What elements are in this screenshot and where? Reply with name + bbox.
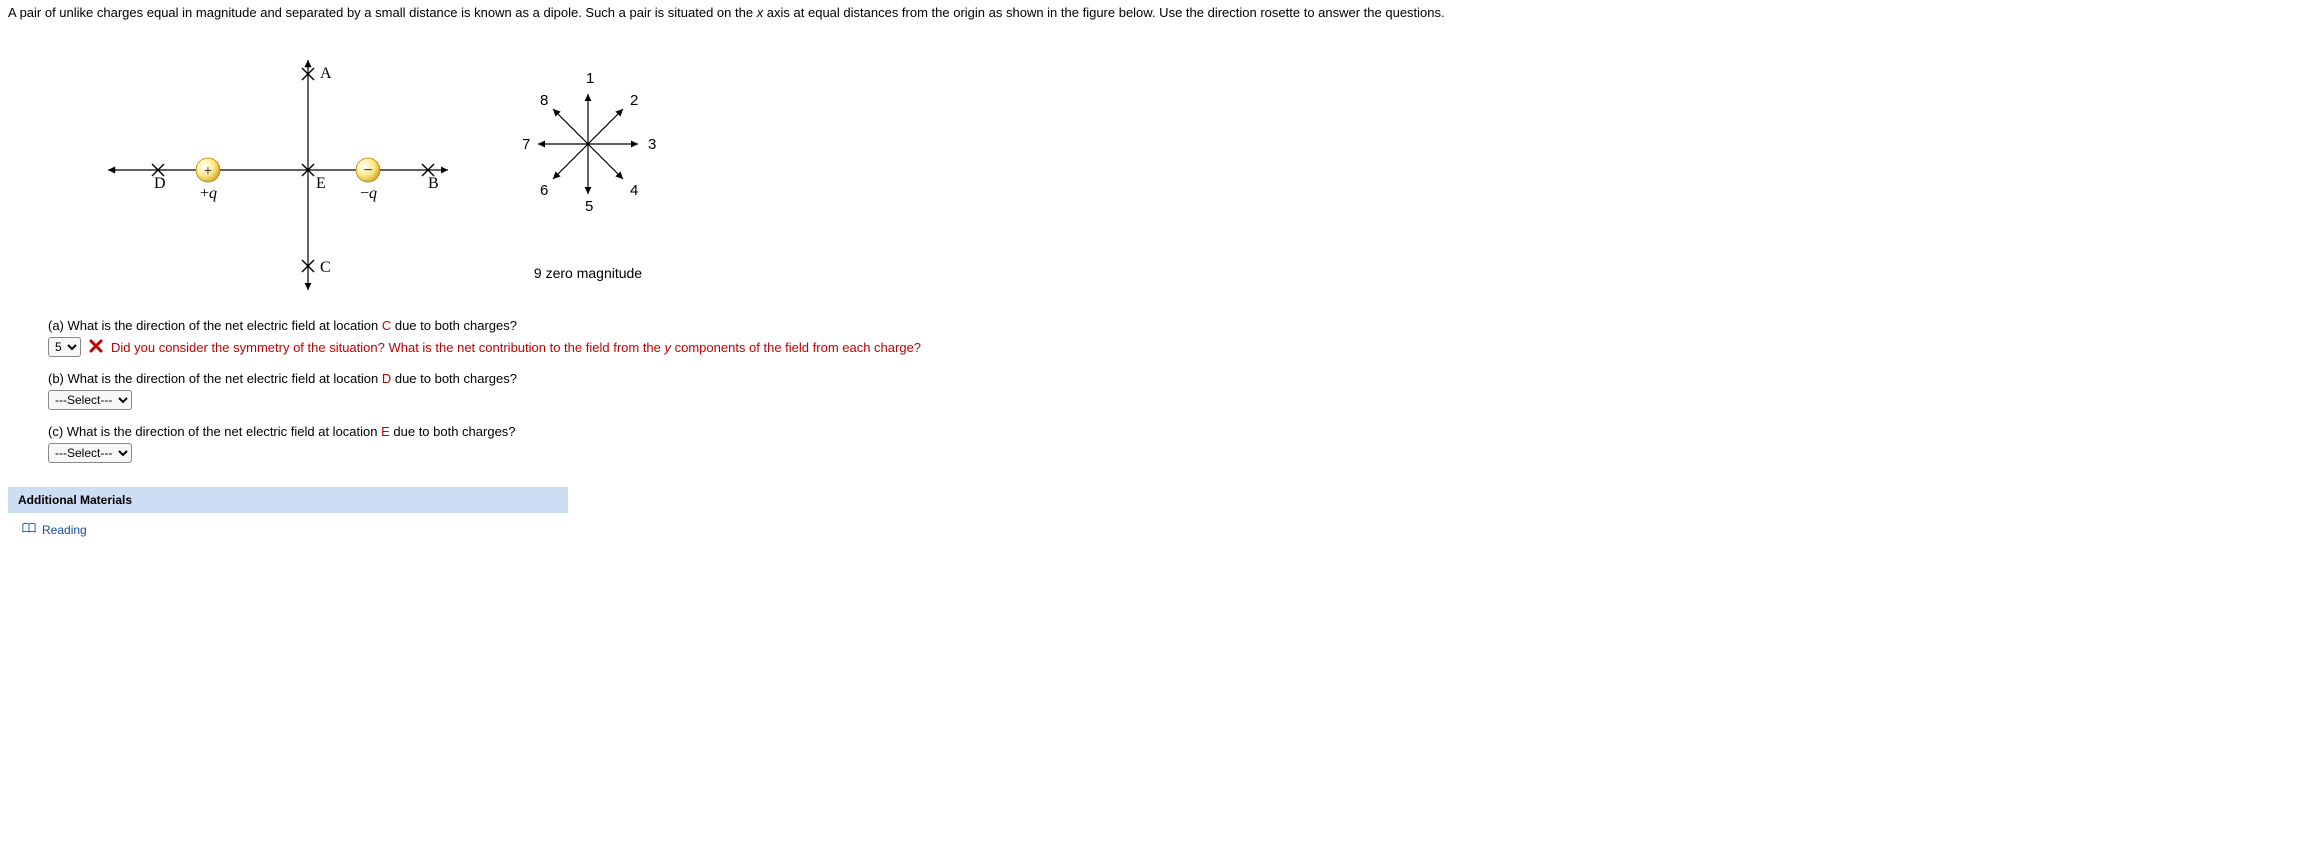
rosette-1: 1: [586, 70, 594, 87]
qc-suffix: due to both charges?: [390, 424, 516, 439]
svg-text:+: +: [204, 162, 212, 178]
qa-select[interactable]: 5: [48, 337, 81, 357]
direction-rosette: 1 2 3 4 5 6 7 8 9 zero magnitude: [508, 59, 668, 281]
svg-text:−: −: [363, 162, 372, 179]
svg-text:−q: −q: [360, 185, 377, 202]
wrong-icon: [89, 339, 103, 356]
label-a: A: [320, 65, 332, 82]
problem-intro: A pair of unlike charges equal in magnit…: [8, 4, 2306, 22]
qc-prefix: (c) What is the direction of the net ele…: [48, 424, 381, 439]
svg-text:+q: +q: [200, 185, 217, 202]
figures-row: + − A B C D E +q −q: [68, 40, 2306, 300]
question-b: (b) What is the direction of the net ele…: [48, 371, 2306, 410]
rosette-5: 5: [585, 198, 593, 215]
label-b: B: [428, 175, 439, 192]
label-c: C: [320, 259, 331, 276]
rosette-6: 6: [540, 182, 548, 199]
qb-loc: D: [382, 371, 391, 386]
reading-link[interactable]: Reading: [22, 523, 2306, 537]
qa-prefix: (a) What is the direction of the net ele…: [48, 318, 382, 333]
qa-suffix: due to both charges?: [391, 318, 517, 333]
rosette-zero-label: 9 zero magnitude: [508, 265, 668, 281]
reading-label: Reading: [42, 523, 87, 537]
book-icon: [22, 523, 36, 537]
qc-select[interactable]: ---Select---: [48, 443, 132, 463]
additional-materials-header: Additional Materials: [8, 487, 568, 513]
rosette-8: 8: [540, 92, 548, 109]
label-d: D: [154, 175, 166, 192]
qa-loc: C: [382, 318, 391, 333]
qc-loc: E: [381, 424, 390, 439]
qb-select[interactable]: ---Select---: [48, 390, 132, 410]
qa-feedback: Did you consider the symmetry of the sit…: [111, 340, 921, 355]
question-a: (a) What is the direction of the net ele…: [48, 318, 2306, 357]
rosette-7: 7: [522, 136, 530, 153]
question-c: (c) What is the direction of the net ele…: [48, 424, 2306, 463]
intro-text-2: axis at equal distances from the origin …: [763, 5, 1444, 20]
dipole-diagram: + − A B C D E +q −q: [68, 40, 468, 300]
rosette-3: 3: [648, 136, 656, 153]
label-e: E: [316, 175, 326, 192]
qb-suffix: due to both charges?: [391, 371, 517, 386]
rosette-2: 2: [630, 92, 638, 109]
rosette-4: 4: [630, 182, 638, 199]
intro-text-1: A pair of unlike charges equal in magnit…: [8, 5, 757, 20]
qb-prefix: (b) What is the direction of the net ele…: [48, 371, 382, 386]
